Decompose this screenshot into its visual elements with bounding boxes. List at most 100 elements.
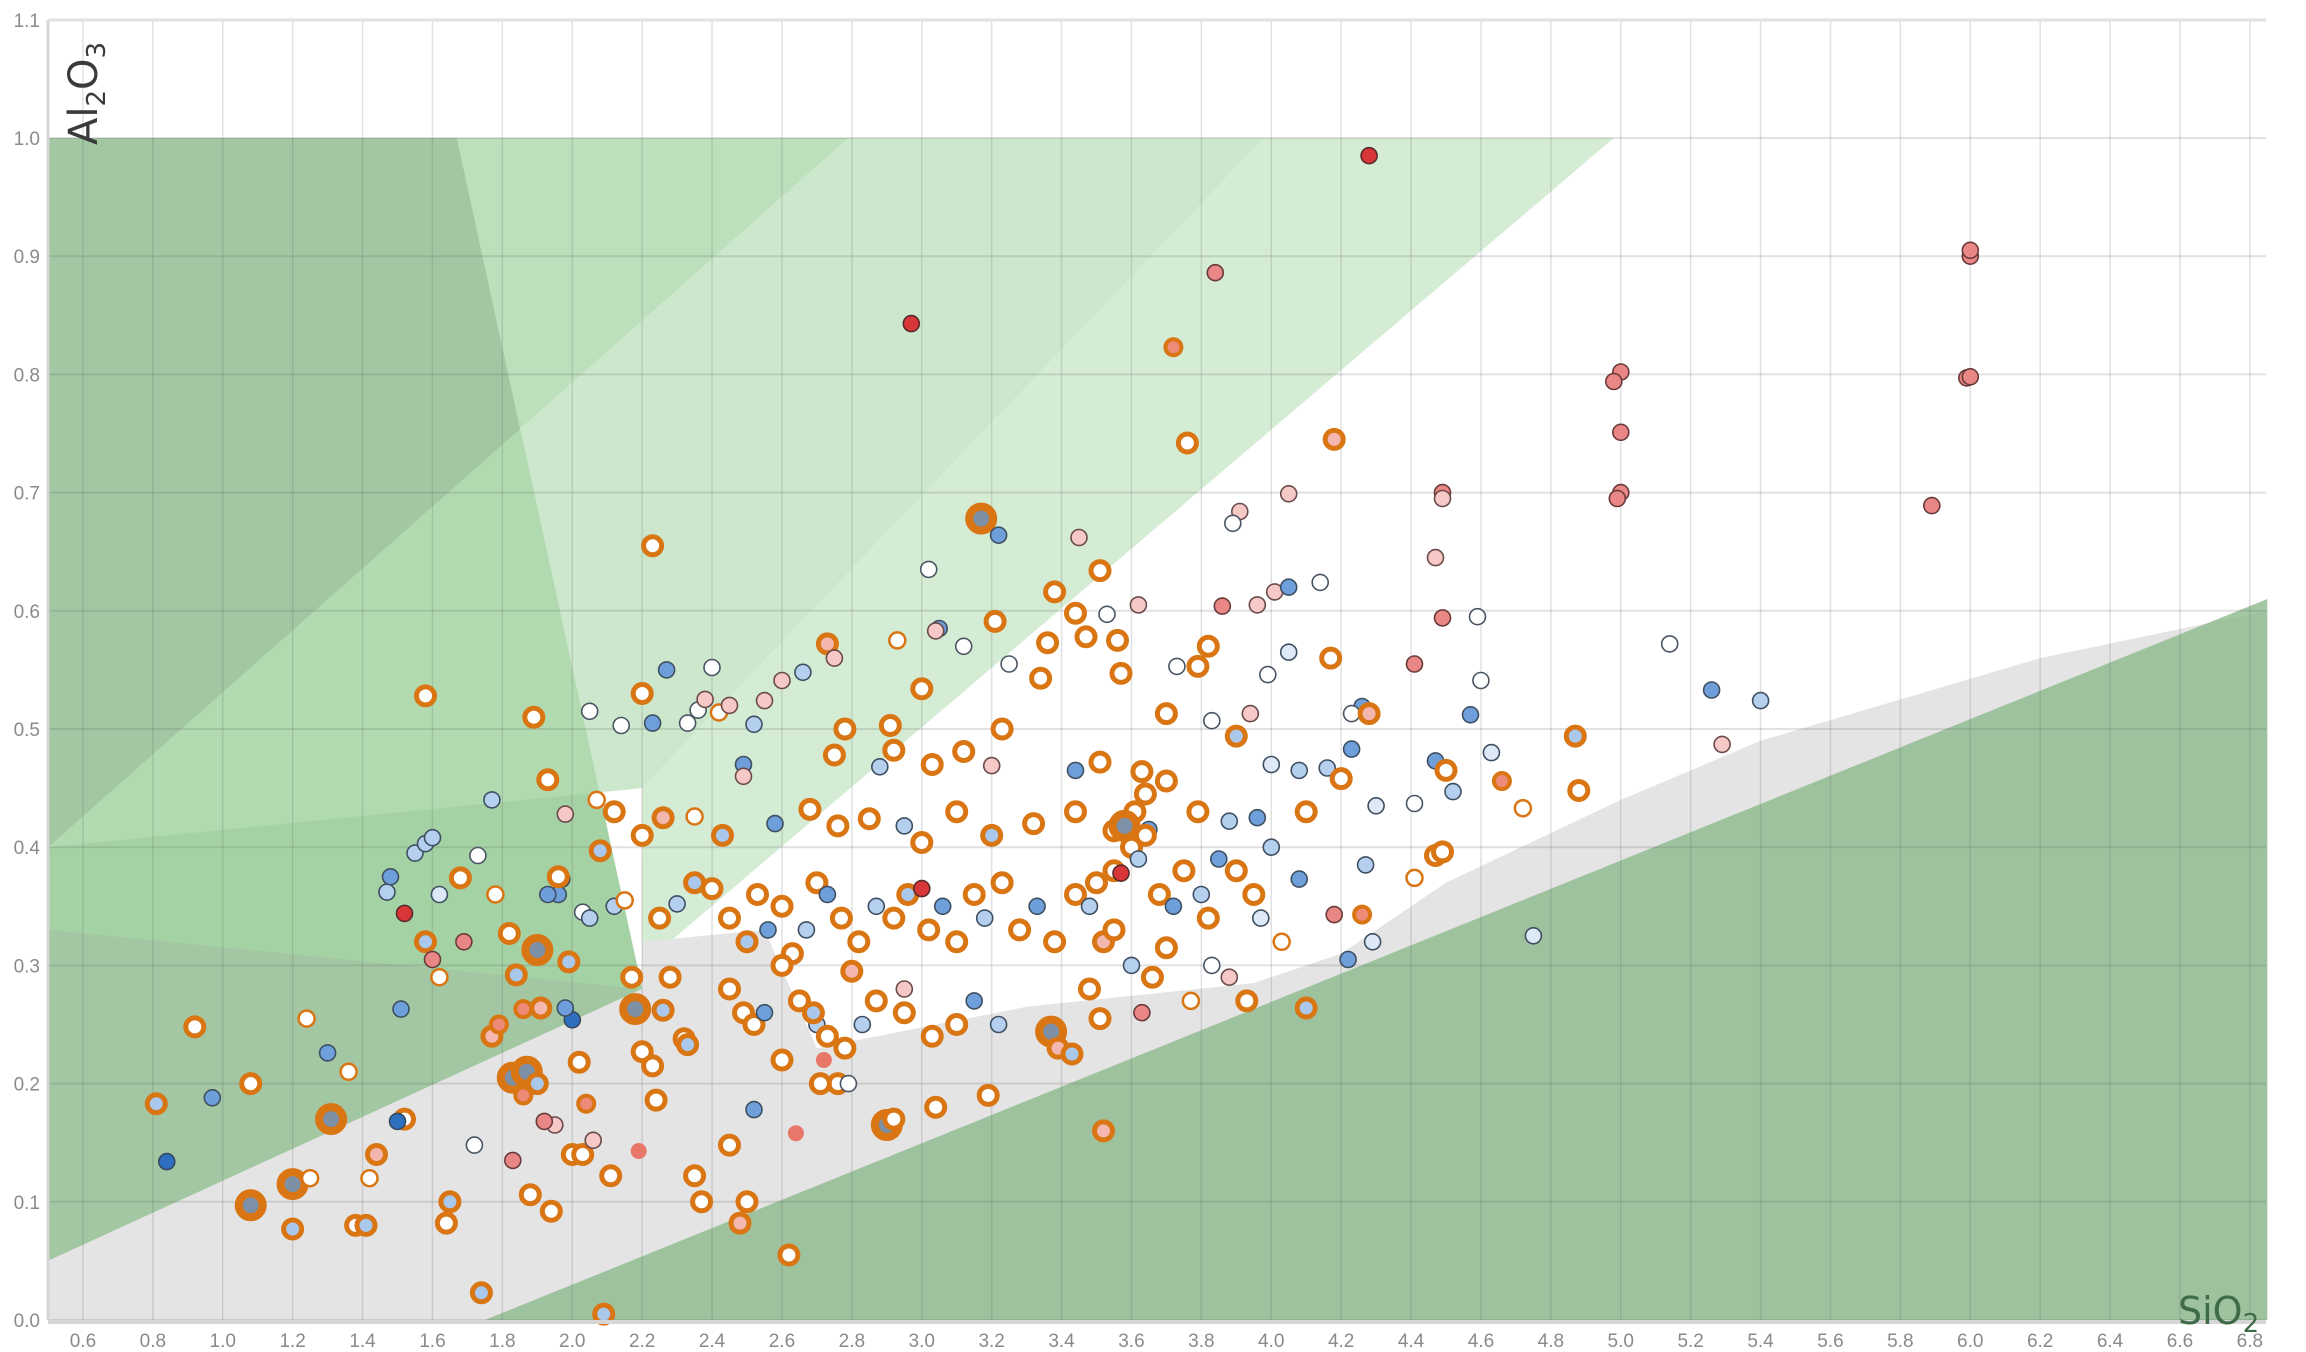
data-point [339,1062,358,1082]
data-point [895,817,914,835]
x-tick-label: 3.0 [909,1331,935,1352]
data-point [281,1217,305,1241]
data-point [1130,760,1154,784]
x-tick-label: 6.8 [2237,1331,2263,1352]
data-point [962,883,986,906]
data-point [1524,926,1543,945]
data-point [857,807,881,831]
data-point [1029,666,1053,690]
data-point [745,715,763,734]
data-point [755,691,774,710]
data-point [318,1044,337,1062]
x-tick-label: 0.8 [140,1331,166,1352]
data-point [1241,704,1260,723]
data-point [584,1131,603,1150]
x-tick-label: 3.4 [1048,1331,1075,1352]
x-tick-label: 2.4 [699,1331,726,1352]
data-point [685,807,704,826]
data-point [990,717,1014,741]
data-point [1660,635,1679,653]
y-tick-label: 0.2 [14,1075,40,1096]
data-point [1210,850,1228,868]
data-point [1472,671,1490,690]
data-point [815,1052,832,1068]
data-point [919,560,938,579]
data-point [976,1083,1000,1107]
data-point [1088,750,1112,774]
y-tick-label: 0.6 [14,602,40,623]
x-tick-label: 5.0 [1608,1331,1634,1352]
x-tick-label: 3.2 [978,1331,1004,1352]
data-point [1294,996,1318,1020]
data-point [1064,800,1087,824]
data-point [535,1112,554,1131]
data-point [1272,932,1291,952]
x-tick-label: 2.0 [559,1331,585,1352]
data-point [1513,798,1533,818]
data-point [989,1015,1008,1034]
data-point [718,1133,741,1157]
data-point [438,1190,462,1214]
data-point [920,1024,944,1048]
data-point [1064,883,1087,906]
data-point [895,980,914,998]
data-point [1363,932,1382,951]
x-axis-title: SiO2 [2178,1289,2259,1339]
data-point [892,1001,916,1025]
x-tick-label: 3.8 [1188,1331,1214,1352]
data-point [840,959,864,983]
data-point [734,767,753,786]
data-point [158,1152,176,1171]
data-point [933,897,952,916]
data-point [920,753,944,776]
data-point [878,714,902,737]
data-point [815,1024,839,1048]
data-point [630,1143,647,1159]
data-point [571,1143,595,1166]
data-point [1175,431,1199,455]
data-point [1036,631,1060,655]
data-point [536,768,560,792]
data-point [983,609,1007,633]
data-point [797,921,816,939]
data-point [700,877,724,901]
data-point [917,918,941,942]
data-point [839,1074,858,1093]
data-point [1133,1003,1151,1022]
data-point [455,932,473,951]
data-point [1319,646,1343,670]
data-point [1224,514,1242,533]
data-point [952,740,976,763]
data-point [1129,850,1148,868]
data-point [612,716,631,735]
data-point [770,894,794,918]
data-point [1220,812,1239,831]
data-point [1259,665,1277,684]
data-point [315,1103,348,1136]
data-point [864,989,888,1013]
data-point [1294,800,1318,824]
data-point [1088,1007,1112,1031]
x-tick-label: 6.2 [2027,1331,2053,1352]
green-band-3-region [642,138,1614,966]
data-point [587,790,606,810]
data-point [1342,740,1361,758]
classification-regions [48,138,2268,1320]
data-point [648,906,672,930]
data-point [1181,991,1201,1011]
data-point [1206,263,1225,282]
data-point [1066,761,1085,780]
data-point [388,1112,407,1131]
data-point [1318,759,1336,777]
data-point [1043,930,1067,954]
x-tick-label: 1.4 [349,1331,376,1352]
data-point [1961,367,1980,386]
x-tick-label: 1.8 [489,1331,515,1352]
data-point [1022,812,1046,836]
data-point [423,828,442,847]
data-point [1186,654,1210,678]
data-point [853,1015,872,1034]
data-point [1129,596,1148,614]
data-point [1106,628,1129,652]
